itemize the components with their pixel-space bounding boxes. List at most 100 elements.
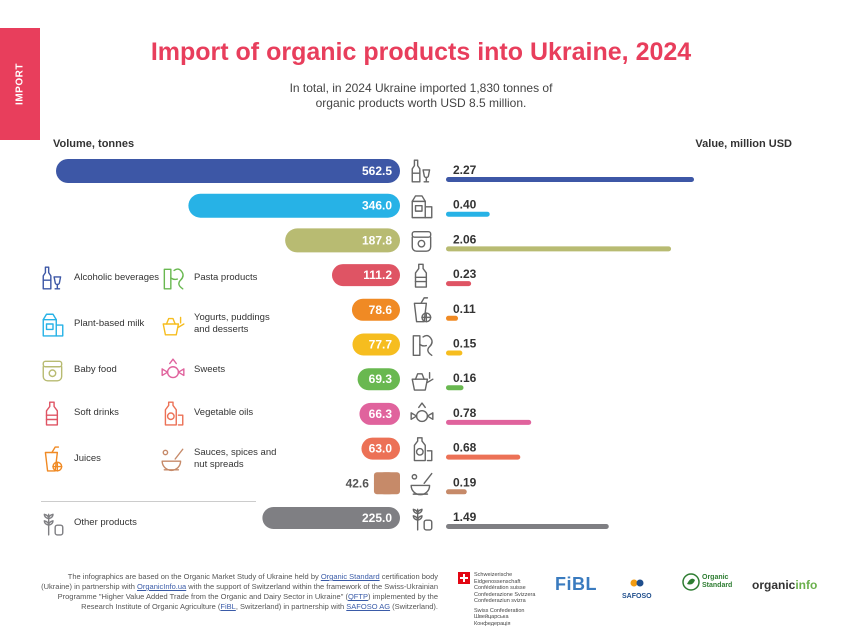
legend-label: Other products — [74, 517, 160, 529]
value-label: 0.40 — [453, 198, 477, 212]
legend-item: Alcoholic beverages — [40, 265, 160, 291]
value-label: 0.23 — [453, 267, 477, 281]
value-label: 0.68 — [453, 441, 477, 455]
wheat-jar-icon — [413, 509, 431, 530]
wine-bottle-icon — [40, 265, 66, 291]
legend-label: Vegetable oils — [194, 407, 280, 419]
swiss-logo-text-2: Swiss Confederation Швейцарська Конфедер… — [474, 608, 538, 627]
organicinfo-logo: organicinfo — [752, 578, 817, 592]
volume-label: 346.0 — [362, 199, 392, 213]
value-bar — [446, 351, 462, 356]
legend-item: Vegetable oils — [160, 400, 280, 426]
legend-label: Yogurts, puddings and desserts — [194, 312, 280, 336]
value-label: 0.15 — [453, 337, 477, 351]
footnote-text: (Switzerland). — [390, 602, 438, 611]
milk-carton-icon — [412, 196, 432, 218]
mortar-spices-icon — [411, 474, 432, 495]
safoso-logo-text: SAFOSO — [622, 593, 652, 600]
volume-label: 225.0 — [362, 511, 392, 525]
pasta-icon — [413, 336, 432, 356]
organic-standard-link[interactable]: Organic Standard — [321, 572, 380, 581]
soft-drink-bottle-icon — [416, 264, 427, 287]
value-bar — [446, 489, 467, 494]
legend-item: Pasta products — [160, 265, 280, 291]
legend-label: Juices — [74, 453, 160, 465]
sweets-icon — [160, 357, 186, 383]
value-label: 2.27 — [453, 163, 477, 177]
value-label: 1.49 — [453, 510, 477, 524]
safoso-mark-icon — [629, 579, 645, 587]
pasta-icon — [160, 265, 186, 291]
legend-item: Yogurts, puddings and desserts — [160, 311, 280, 337]
legend-item: Other products — [40, 510, 160, 536]
yogurt-icon — [412, 373, 433, 390]
organic-standard-icon — [682, 573, 700, 591]
volume-label: 78.6 — [369, 303, 393, 317]
footnote-text: The infographics are based on the Organi… — [68, 572, 321, 581]
value-bar — [446, 177, 694, 182]
organicinfo-logo-text: organic — [752, 578, 795, 592]
safoso-logo: SAFOSO — [622, 574, 652, 600]
fibl-logo: FiBL — [555, 574, 597, 595]
oil-bottle-icon — [160, 400, 186, 426]
value-bar — [446, 212, 490, 217]
legend-item: Sauces, spices and nut spreads — [160, 446, 280, 472]
value-bar — [446, 281, 471, 286]
volume-label: 66.3 — [369, 407, 393, 421]
value-label: 2.06 — [453, 232, 477, 246]
value-bar — [446, 455, 520, 460]
value-label: 0.16 — [453, 371, 477, 385]
volume-label: 63.0 — [369, 442, 393, 456]
legend-label: Pasta products — [194, 272, 280, 284]
value-bar — [446, 246, 671, 251]
oil-bottle-icon — [414, 438, 431, 461]
mortar-spices-icon — [160, 446, 186, 472]
safoso-link[interactable]: SAFOSO AG — [346, 602, 390, 611]
legend-item: Juices — [40, 446, 160, 472]
legend-label: Alcoholic beverages — [74, 272, 160, 284]
value-label: 0.11 — [453, 302, 476, 316]
organicinfo-logo-accent: info — [795, 578, 817, 592]
juice-glass-icon — [414, 298, 430, 322]
baby-food-jar-icon — [412, 232, 430, 252]
legend-label: Plant-based milk — [74, 318, 160, 330]
legend-label: Sweets — [194, 364, 280, 376]
value-label: 0.19 — [453, 475, 477, 489]
fibl-link[interactable]: FiBL — [220, 602, 235, 611]
yogurt-icon — [160, 311, 186, 337]
legend-label: Baby food — [74, 364, 160, 376]
legend-label: Soft drinks — [74, 407, 160, 419]
organicinfo-link[interactable]: OrganicInfo.ua — [137, 582, 186, 591]
soft-drink-bottle-icon — [40, 400, 66, 426]
wheat-jar-icon — [40, 510, 66, 536]
legend-item: Baby food — [40, 357, 160, 383]
value-bar — [446, 524, 609, 529]
value-label: 0.78 — [453, 406, 477, 420]
legend-divider — [41, 501, 256, 502]
volume-label: 42.6 — [346, 476, 370, 490]
organic-standard-logo-text: Organic Standard — [702, 574, 736, 590]
sweets-icon — [411, 403, 433, 421]
volume-bar-cap — [374, 472, 400, 494]
legend-label: Sauces, spices and nut spreads — [194, 447, 280, 471]
baby-food-jar-icon — [40, 357, 66, 383]
value-bar — [446, 316, 458, 321]
milk-carton-icon — [40, 311, 66, 337]
wine-bottle-icon — [412, 160, 429, 182]
value-bar — [446, 420, 531, 425]
qftp-link[interactable]: QFTP — [348, 592, 368, 601]
value-bar — [446, 385, 463, 390]
footnote: The infographics are based on the Organi… — [40, 572, 438, 612]
volume-label: 69.3 — [369, 372, 393, 386]
volume-bar — [56, 159, 400, 183]
organic-standard-logo: Organic Standard — [682, 573, 736, 591]
juice-glass-icon — [40, 446, 66, 472]
volume-label: 111.2 — [363, 268, 392, 282]
swiss-confederation-logo: Schweizerische Eidgenossenschaft Confédé… — [458, 572, 538, 627]
volume-label: 562.5 — [362, 164, 392, 178]
swiss-logo-text: Schweizerische Eidgenossenschaft Confédé… — [474, 572, 538, 605]
swiss-flag-icon — [458, 572, 470, 584]
legend-item: Soft drinks — [40, 400, 160, 426]
legend-item: Sweets — [160, 357, 280, 383]
legend-item: Plant-based milk — [40, 311, 160, 337]
